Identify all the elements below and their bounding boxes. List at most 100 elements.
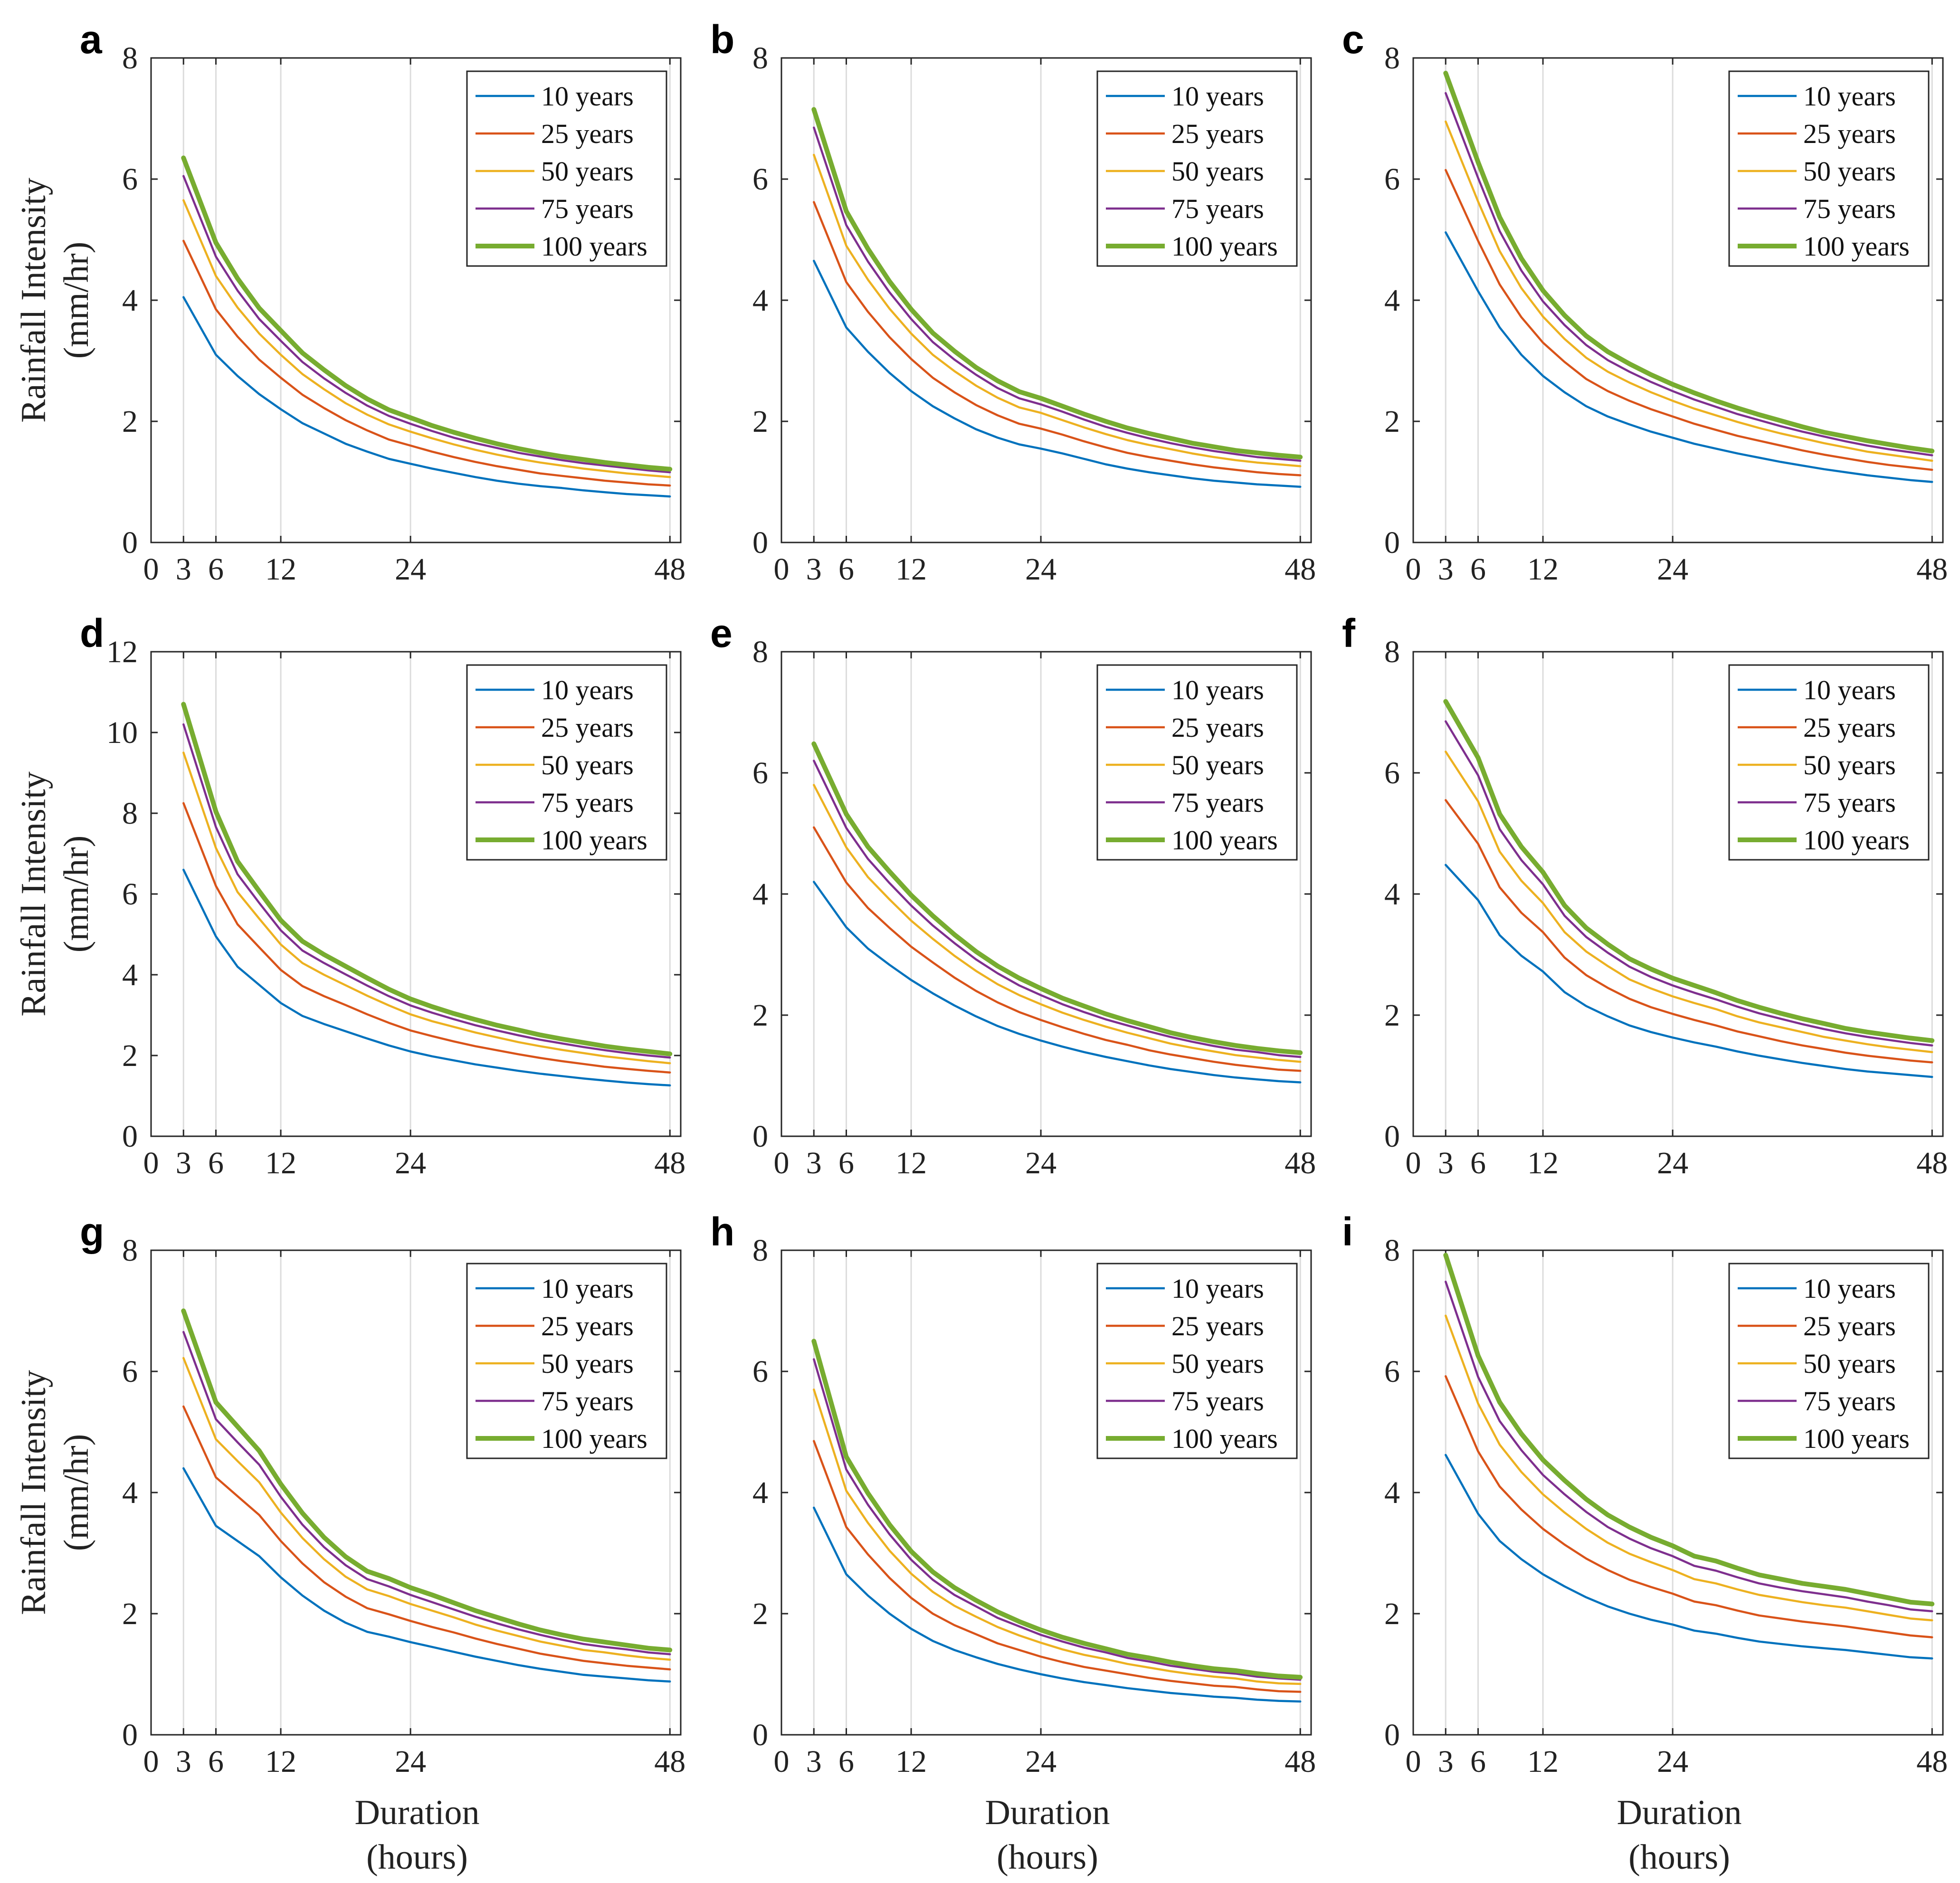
y-tick-label: 0 xyxy=(752,1718,768,1752)
legend-label: 100 years xyxy=(1803,1423,1910,1454)
legend-label: 50 years xyxy=(1171,156,1264,187)
y-tick-label: 4 xyxy=(752,283,768,318)
y-tick-label: 6 xyxy=(1384,162,1400,197)
x-tick-label: 0 xyxy=(774,1744,790,1779)
x-tick-label: 3 xyxy=(1438,552,1454,587)
panel-letter: e xyxy=(710,611,733,656)
series-line-75-years xyxy=(182,723,671,1059)
y-axis-label: (mm/hr) xyxy=(57,836,96,953)
legend-label: 100 years xyxy=(1171,1423,1278,1454)
y-tick-label: 10 xyxy=(106,715,138,750)
x-tick-label: 24 xyxy=(395,1146,426,1180)
y-tick-label: 2 xyxy=(122,404,138,439)
y-tick-label: 4 xyxy=(752,1475,768,1510)
x-tick-label: 6 xyxy=(1470,552,1486,587)
x-tick-label: 24 xyxy=(1025,552,1056,587)
series-line-100-years xyxy=(181,155,673,472)
legend-label: 10 years xyxy=(1171,675,1264,705)
x-tick-label: 0 xyxy=(143,1146,159,1180)
legend-label: 10 years xyxy=(541,1273,634,1304)
y-tick-label: 2 xyxy=(122,1597,138,1631)
legend-box xyxy=(1728,664,1930,861)
y-tick-label: 8 xyxy=(752,41,768,76)
series-line-10-years xyxy=(813,1506,1302,1703)
x-tick-label: 3 xyxy=(176,1744,191,1779)
y-tick-label: 8 xyxy=(752,1233,768,1268)
legend-label: 75 years xyxy=(541,1386,634,1417)
legend-label: 50 years xyxy=(1171,1348,1264,1379)
x-axis-label: (hours) xyxy=(997,1838,1098,1877)
series-line-50-years xyxy=(182,1357,671,1661)
legend-label: 100 years xyxy=(541,1423,647,1454)
series-line-25-years xyxy=(813,201,1302,476)
x-tick-label: 0 xyxy=(774,552,790,587)
legend-label: 25 years xyxy=(1803,712,1896,743)
y-tick-label: 8 xyxy=(1384,635,1400,669)
x-tick-label: 6 xyxy=(838,1744,854,1779)
legend-label: 10 years xyxy=(1803,1273,1896,1304)
series-line-10-years xyxy=(182,296,671,498)
y-tick-label: 4 xyxy=(1384,283,1400,318)
legend-label: 100 years xyxy=(541,231,647,262)
legend-label: 10 years xyxy=(1171,81,1264,112)
legend-label: 100 years xyxy=(1171,231,1278,262)
y-tick-label: 6 xyxy=(752,1354,768,1389)
x-tick-label: 3 xyxy=(806,552,822,587)
y-tick-label: 8 xyxy=(122,41,138,76)
legend-label: 25 years xyxy=(1803,118,1896,149)
series-line-100-years xyxy=(811,741,1303,1056)
legend-label: 100 years xyxy=(541,825,647,856)
y-axis-label: Rainfall Intensity xyxy=(14,1370,53,1615)
x-tick-label: 12 xyxy=(1527,1744,1559,1779)
legend-label: 75 years xyxy=(1171,1386,1264,1417)
series-line-50-years xyxy=(813,1388,1302,1685)
x-tick-label: 6 xyxy=(208,1146,224,1180)
series-line-100-years xyxy=(811,107,1303,460)
series-line-50-years xyxy=(1445,1314,1933,1622)
y-tick-label: 0 xyxy=(122,1718,138,1752)
x-tick-label: 0 xyxy=(1406,1744,1421,1779)
x-tick-label: 3 xyxy=(176,552,191,587)
series-line-25-years xyxy=(813,1440,1302,1693)
legend-label: 75 years xyxy=(541,787,634,818)
legend-box xyxy=(1728,70,1930,267)
x-tick-label: 48 xyxy=(1284,1744,1316,1779)
legend-label: 50 years xyxy=(1171,750,1264,780)
y-tick-label: 6 xyxy=(122,1354,138,1389)
series-line-25-years xyxy=(182,239,671,487)
series-line-10-years xyxy=(1445,231,1933,483)
x-tick-label: 12 xyxy=(1527,552,1559,587)
series-line-50-years xyxy=(1445,751,1933,1054)
panel-letter: g xyxy=(80,1209,104,1254)
legend-label: 50 years xyxy=(1803,156,1896,187)
y-tick-label: 6 xyxy=(752,162,768,197)
series-line-100-years xyxy=(1443,70,1935,454)
y-tick-label: 12 xyxy=(106,635,138,669)
x-tick-label: 3 xyxy=(1438,1744,1454,1779)
x-axis-label: Duration xyxy=(985,1793,1110,1832)
x-tick-label: 24 xyxy=(395,1744,426,1779)
legend-label: 75 years xyxy=(1803,193,1896,224)
series-line-75-years xyxy=(1445,92,1933,456)
x-tick-label: 48 xyxy=(654,552,685,587)
x-tick-label: 6 xyxy=(1470,1744,1486,1779)
x-tick-label: 0 xyxy=(143,1744,159,1779)
legend-label: 25 years xyxy=(1171,118,1264,149)
legend-label: 100 years xyxy=(1803,825,1910,856)
legend-label: 10 years xyxy=(1803,675,1896,705)
series-line-25-years xyxy=(182,1405,671,1671)
y-tick-label: 0 xyxy=(122,525,138,560)
y-tick-label: 4 xyxy=(752,877,768,912)
y-tick-label: 0 xyxy=(1384,1718,1400,1752)
y-tick-label: 0 xyxy=(1384,525,1400,560)
series-line-75-years xyxy=(813,1358,1302,1681)
panel-letter: d xyxy=(80,611,104,656)
x-tick-label: 48 xyxy=(654,1146,685,1180)
legend-label: 10 years xyxy=(541,81,634,112)
legend-label: 10 years xyxy=(1171,1273,1264,1304)
x-tick-label: 24 xyxy=(1025,1744,1056,1779)
legend-label: 75 years xyxy=(1803,1386,1896,1417)
y-tick-label: 0 xyxy=(752,525,768,560)
